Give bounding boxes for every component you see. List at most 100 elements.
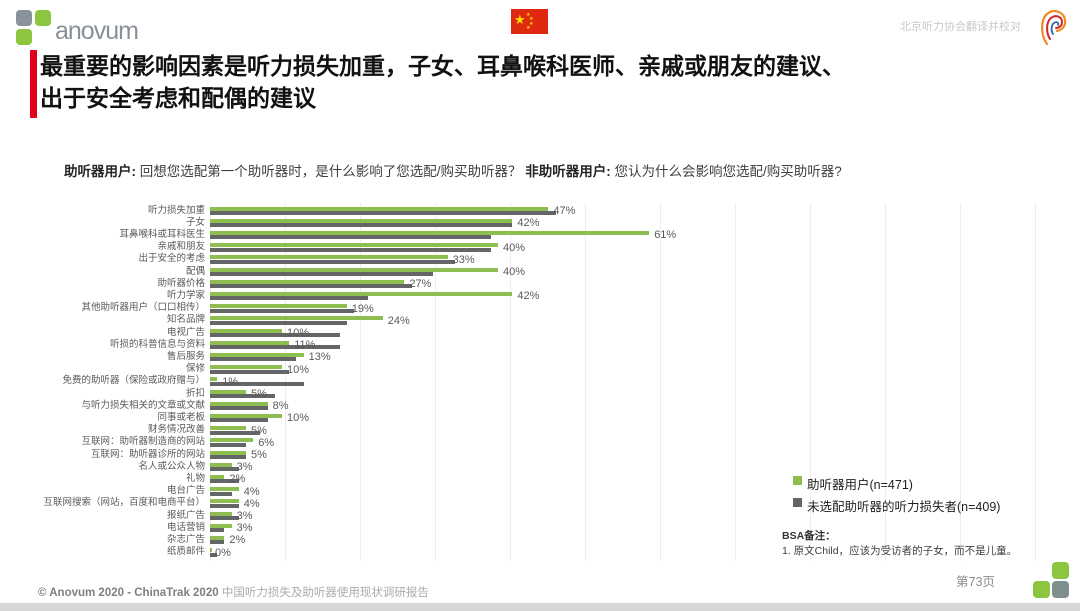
gridline bbox=[510, 203, 511, 561]
question-nonusers-label: 非助听器用户: bbox=[525, 164, 611, 179]
bar-value-label: 3% bbox=[236, 522, 253, 535]
category-label: 听力损失加重 bbox=[147, 204, 205, 216]
category-label: 子女 bbox=[185, 216, 205, 228]
bar-value-label: 27% bbox=[409, 278, 432, 291]
bar-users bbox=[210, 377, 218, 382]
category-label: 听损的科普信息与资料 bbox=[109, 338, 205, 350]
gridline bbox=[735, 203, 736, 561]
copyright-brand: © Anovum 2020 - ChinaTrak 2020 bbox=[38, 587, 219, 599]
bar-value-label: 6% bbox=[258, 436, 275, 449]
category-label: 礼物 bbox=[185, 472, 205, 484]
bar-users bbox=[210, 389, 246, 394]
bar-users bbox=[210, 316, 383, 321]
gridline bbox=[1035, 203, 1036, 561]
bar-users bbox=[210, 279, 405, 284]
copyright-report-name: 中国听力损失及助听器使用现状调研报告 bbox=[221, 587, 429, 599]
bar-nonusers bbox=[210, 296, 369, 301]
bar-value-label: 5% bbox=[251, 449, 267, 461]
bottom-strip bbox=[0, 603, 1080, 611]
svg-text:★: ★ bbox=[529, 21, 534, 27]
bar-users bbox=[210, 291, 513, 296]
bar-nonusers bbox=[210, 381, 304, 386]
category-label: 知名品牌 bbox=[166, 314, 205, 326]
footer-logo-square-green-left bbox=[1033, 581, 1050, 598]
bar-users bbox=[210, 206, 549, 211]
category-label: 免费的助听器（保险或政府赠与） bbox=[62, 375, 205, 387]
bar-nonusers bbox=[210, 357, 297, 362]
logo-square-green-bottom bbox=[16, 29, 32, 45]
category-label: 与听力损失相关的文章或文献 bbox=[81, 399, 205, 411]
category-label: 杂志广告 bbox=[166, 533, 205, 545]
gridline bbox=[435, 203, 436, 561]
ear-logo-icon bbox=[1041, 10, 1067, 46]
bar-value-label: 3% bbox=[236, 510, 253, 522]
bar-nonusers bbox=[210, 479, 239, 484]
title-line-2: 出于安全考虑和配偶的建议 bbox=[40, 85, 316, 111]
category-label: 折扣 bbox=[185, 387, 205, 399]
bar-users bbox=[210, 267, 498, 272]
bsa-note-item: 1. 原文Child，应该为受访者的子女，而不是儿童。 bbox=[782, 545, 1018, 557]
logo-wordmark: anovum bbox=[55, 17, 139, 45]
gridline bbox=[885, 203, 886, 561]
bar-users bbox=[210, 218, 513, 223]
bar-users bbox=[210, 255, 448, 260]
bar-nonusers bbox=[210, 284, 412, 289]
category-label: 电台广告 bbox=[166, 485, 205, 497]
legend-label: 助听器用户(n=471) bbox=[807, 478, 913, 492]
bar-nonusers bbox=[210, 528, 225, 533]
bar-nonusers bbox=[210, 394, 275, 398]
bar-users bbox=[210, 499, 239, 504]
bsa-note-title: BSA备注： bbox=[782, 530, 836, 542]
bar-value-label: 24% bbox=[387, 314, 410, 327]
bar-users bbox=[210, 304, 347, 309]
bar-value-label: 40% bbox=[503, 241, 526, 254]
gridline bbox=[810, 203, 811, 561]
bar-users bbox=[210, 365, 282, 370]
category-label: 其他助听器用户（口口相传） bbox=[81, 302, 205, 314]
bar-users bbox=[210, 401, 268, 406]
bar-users bbox=[210, 450, 246, 455]
chart-question: 助听器用户: 回想您选配第一个助听器时，是什么影响了您选配/购买助听器？ 非助听… bbox=[64, 160, 1054, 180]
bar-nonusers bbox=[210, 345, 340, 350]
bar-nonusers bbox=[210, 223, 513, 228]
bar-users bbox=[210, 438, 254, 443]
question-users-text: 回想您选配第一个助听器时，是什么影响了您选配/购买助听器？ bbox=[136, 164, 526, 179]
bar-users bbox=[210, 548, 212, 553]
category-label: 互联网搜索（网站，百度和电商平台） bbox=[43, 497, 205, 509]
category-label: 保修 bbox=[185, 363, 205, 375]
page-title: 最重要的影响因素是听力损失加重，子女、耳鼻喉科医师、亲戚或朋友的建议、 出于安全… bbox=[40, 50, 1050, 114]
bar-users bbox=[210, 535, 225, 540]
gridline bbox=[660, 203, 661, 561]
copyright: © Anovum 2020 - ChinaTrak 2020 中国听力损失及助听… bbox=[38, 584, 429, 600]
logo-square-green-top bbox=[35, 10, 51, 26]
china-flag-icon: ★ ★ ★ ★ ★ bbox=[511, 9, 548, 34]
bar-users bbox=[210, 243, 498, 248]
category-label: 售后服务 bbox=[166, 350, 205, 362]
category-label: 耳鼻喉科或耳科医生 bbox=[119, 228, 205, 240]
question-nonusers-text: 您认为什么会影响您选配/购买助听器? bbox=[610, 164, 842, 179]
svg-text:★: ★ bbox=[526, 25, 531, 31]
bar-value-label: 5% bbox=[251, 424, 267, 437]
category-label: 同事或老板 bbox=[157, 411, 205, 423]
bar-nonusers bbox=[210, 369, 290, 374]
category-label: 纸质邮件 bbox=[166, 546, 205, 558]
bar-value-label: 42% bbox=[517, 290, 540, 303]
bar-users bbox=[210, 511, 232, 516]
bar-value-label: 10% bbox=[287, 363, 310, 376]
category-label: 亲戚和朋友 bbox=[157, 241, 205, 253]
bar-nonusers bbox=[210, 467, 239, 472]
bar-users bbox=[210, 523, 232, 528]
bar-value-label: 8% bbox=[272, 400, 289, 413]
title-accent-bar bbox=[30, 50, 37, 118]
category-label: 互联网：助听器诊所的网站 bbox=[90, 448, 205, 460]
bar-users bbox=[210, 328, 282, 333]
bar-nonusers bbox=[210, 430, 261, 435]
question-users-label: 助听器用户: bbox=[64, 164, 136, 179]
bar-nonusers bbox=[210, 406, 268, 411]
bar-value-label: 4% bbox=[243, 497, 260, 510]
bar-nonusers bbox=[210, 552, 218, 557]
bar-users bbox=[210, 413, 282, 418]
bar-users bbox=[210, 487, 239, 492]
footer-logo-square-green-top bbox=[1052, 562, 1069, 579]
bar-nonusers bbox=[210, 491, 232, 496]
